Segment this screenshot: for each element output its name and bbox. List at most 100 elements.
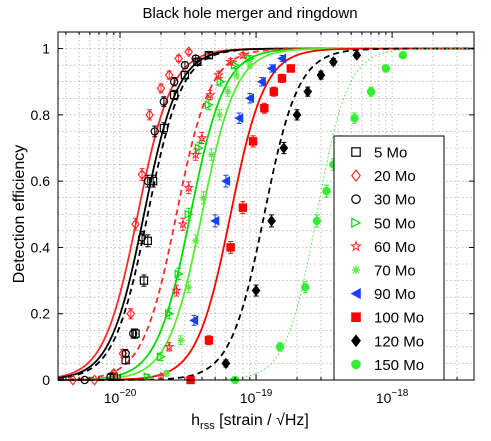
data-point: [292, 109, 302, 121]
data-point: [190, 148, 202, 160]
data-point: [184, 209, 194, 219]
data-point: [277, 74, 287, 83]
data-point: [322, 186, 331, 196]
data-point: [183, 182, 195, 193]
data-point: [90, 374, 99, 386]
data-point: [260, 104, 269, 113]
data-point: [245, 53, 255, 64]
data-point: [398, 51, 408, 60]
data-point: [68, 374, 78, 386]
legend-marker: [351, 359, 361, 370]
x-tick-label-exponent: −19: [255, 388, 272, 399]
series-30-mo: [80, 54, 200, 385]
data-point: [177, 218, 189, 229]
asterisk-stroke: [200, 194, 207, 201]
x-axis-label: hrss [strain / √Hz]: [191, 412, 309, 432]
data-point: [192, 237, 200, 245]
x-tick-label: 10−20: [104, 388, 137, 406]
data-point: [329, 56, 338, 68]
legend-label: 60 Mo: [374, 239, 416, 256]
data-point: [216, 77, 226, 87]
legend-marker: [351, 147, 361, 157]
data-point: [159, 97, 169, 106]
data-point: [248, 137, 258, 146]
data-point: [204, 336, 214, 345]
data-point: [121, 349, 130, 358]
x-axis-label-units: [strain / √Hz]: [215, 412, 309, 429]
asterisk-stroke: [208, 151, 215, 158]
data-point: [301, 283, 310, 292]
data-point: [266, 63, 276, 74]
x-axis-label-h: h: [191, 412, 200, 429]
data-point: [139, 276, 149, 285]
series-100-mo: [186, 64, 295, 385]
data-point: [303, 85, 313, 98]
asterisk-stroke: [177, 337, 184, 344]
x-tick-label-exponent: −20: [119, 388, 136, 399]
data-point: [316, 69, 326, 81]
y-tick-label: 1: [42, 41, 50, 57]
data-point: [129, 329, 138, 338]
legend-marker: [351, 217, 362, 228]
legend-marker: [349, 240, 363, 252]
asterisk-stroke: [216, 111, 223, 118]
data-point: [191, 54, 200, 63]
legend-marker: [350, 287, 361, 300]
y-tick-label: 0.4: [31, 239, 51, 255]
data-point: [210, 215, 220, 226]
legend-marker: [351, 265, 361, 275]
legend-marker: [351, 194, 361, 204]
data-point: [224, 88, 232, 96]
x-tick-label-exponent: −18: [391, 388, 408, 399]
legend-label: 120 Mo: [374, 333, 424, 350]
data-point: [164, 69, 174, 81]
chart-title: Black hole merger and ringdown: [142, 5, 357, 22]
data-point: [221, 357, 231, 370]
data-point: [185, 283, 193, 291]
data-point: [150, 127, 159, 136]
data-point: [156, 82, 166, 95]
data-point: [163, 369, 171, 377]
y-tick-label: 0: [42, 372, 50, 388]
data-point: [137, 233, 147, 242]
data-point: [171, 284, 182, 296]
data-point: [267, 215, 276, 227]
data-point: [350, 113, 359, 123]
data-point: [174, 52, 184, 65]
asterisk-stroke: [224, 88, 231, 95]
data-point: [204, 100, 214, 110]
data-point: [233, 71, 241, 79]
data-point: [234, 113, 244, 124]
legend: 5 Mo 20 Mo 30 Mo 50 Mo 60 Mo 70 Mo 90 Mo 100 Mo…: [333, 135, 445, 381]
x-tick-label: 10−18: [376, 388, 409, 406]
data-point: [165, 309, 175, 319]
data-point: [204, 89, 216, 100]
data-point: [131, 329, 140, 338]
data-point: [352, 49, 362, 61]
legend-label: 100 Mo: [374, 310, 424, 327]
asterisk-stroke: [192, 237, 199, 244]
legend-label: 20 Mo: [374, 168, 416, 185]
data-point: [199, 194, 207, 202]
legend-label: 70 Mo: [374, 263, 416, 280]
data-point: [207, 151, 216, 159]
y-tick-label: 0.6: [31, 173, 51, 189]
y-tick-label: 0.2: [31, 306, 51, 322]
data-point: [177, 336, 185, 344]
data-point: [169, 77, 179, 86]
series-20-mo: [68, 46, 194, 386]
data-point: [251, 284, 261, 297]
legend-marker: [351, 334, 361, 348]
data-point: [381, 64, 391, 73]
legend-label: 50 Mo: [374, 215, 416, 232]
series-120-mo: [221, 49, 362, 370]
fit-curves: [57, 47, 475, 381]
x-tick-label-base: 10: [376, 390, 392, 406]
data-point: [156, 352, 166, 362]
data-point: [213, 69, 224, 80]
data-point: [194, 143, 204, 153]
data-point: [366, 87, 376, 96]
